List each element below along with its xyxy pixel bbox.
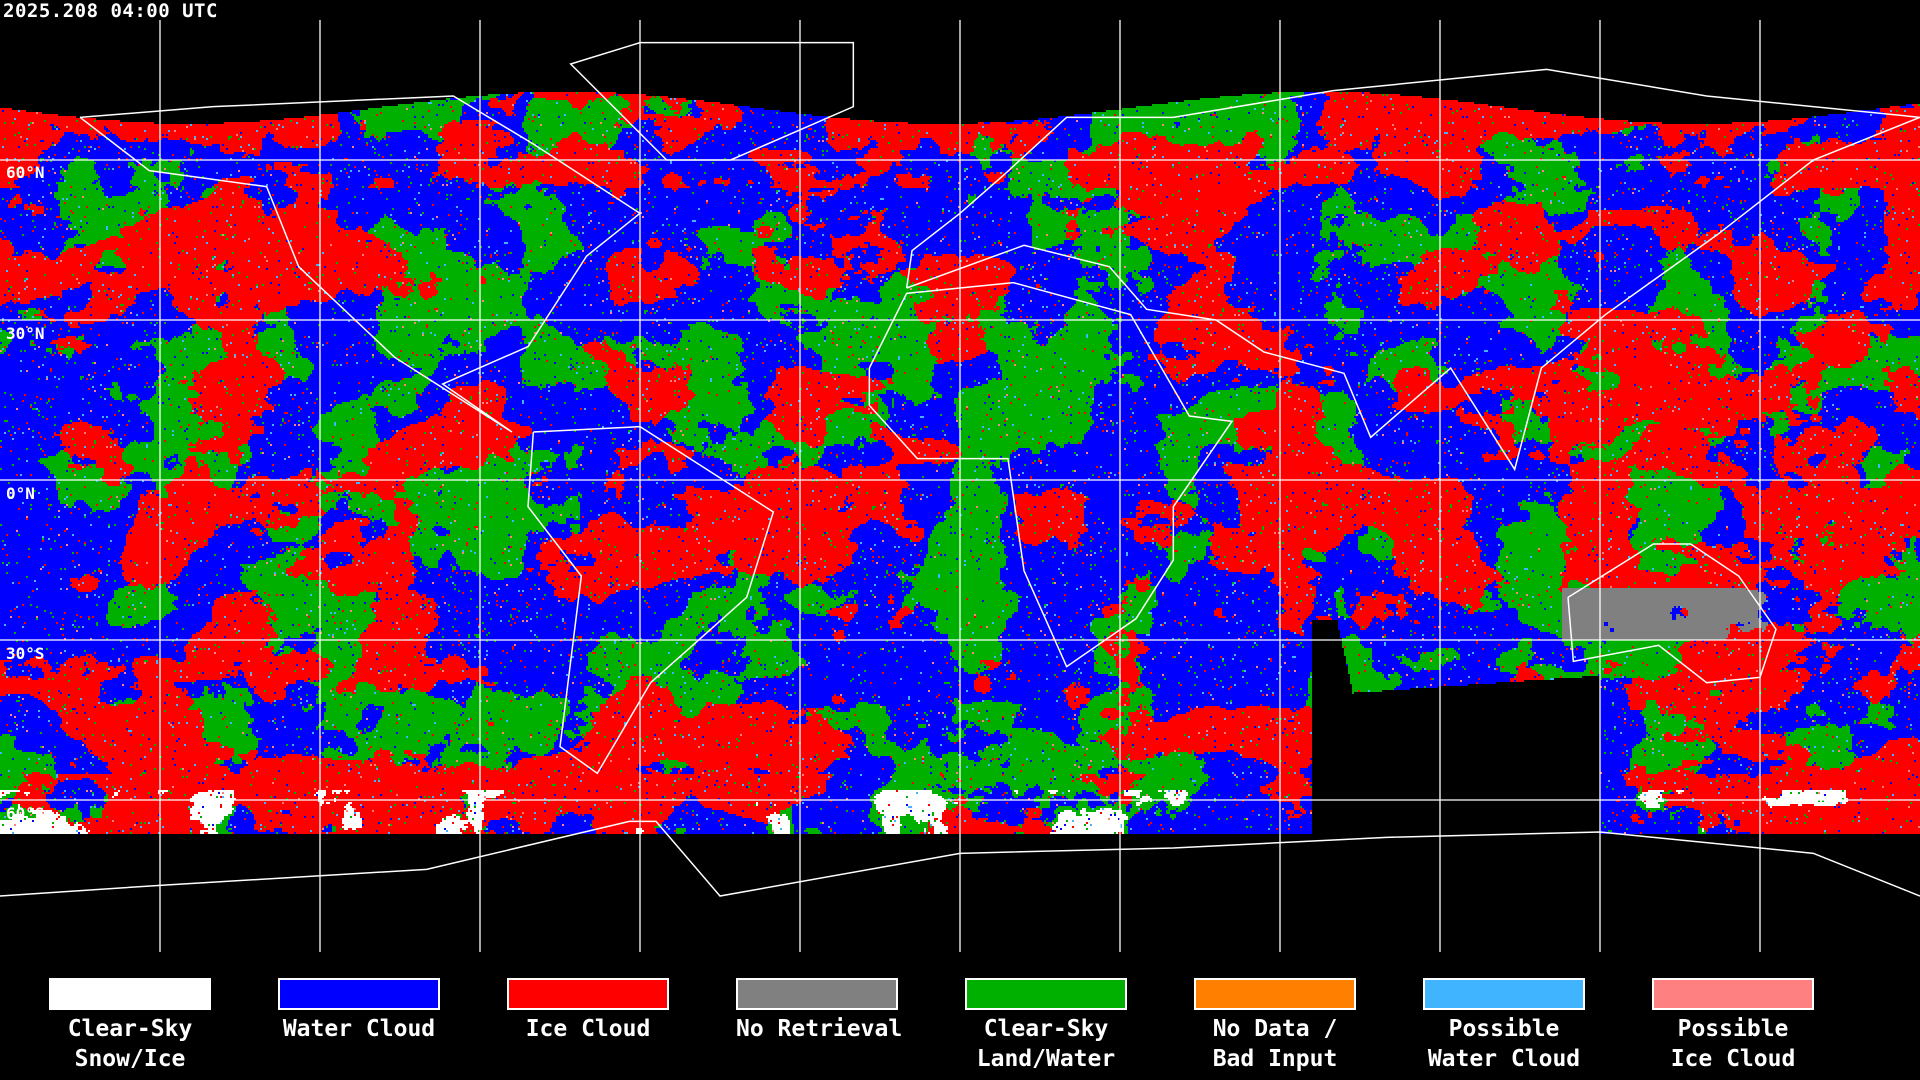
legend-swatch	[49, 978, 211, 1010]
legend-label: Possible	[1677, 1016, 1789, 1042]
coastline-africa	[868, 281, 1234, 668]
lat-label-30n: 30°N	[6, 324, 45, 343]
legend-label: Clear-Sky	[983, 1016, 1109, 1042]
legend-item-possible-water-cloud: Possible Water Cloud	[1423, 978, 1585, 1074]
legend-label: Snow/Ice	[74, 1046, 186, 1072]
coastline-north-america	[79, 95, 642, 433]
coastline-eurasia	[905, 68, 1920, 472]
legend-swatch	[1194, 978, 1356, 1010]
legend-swatch	[1423, 978, 1585, 1010]
lat-label-30s: 30°S	[6, 644, 45, 663]
legend-swatch	[278, 978, 440, 1010]
coastline-antarctica	[0, 820, 1920, 897]
legend-item-no-data-bad-input: No Data / Bad Input	[1194, 978, 1356, 1074]
legend-label: Clear-Sky	[67, 1016, 193, 1042]
legend-label: Ice Cloud	[525, 1016, 651, 1042]
legend-label: Water Cloud	[282, 1016, 436, 1042]
legend-label: Water Cloud	[1427, 1046, 1581, 1072]
legend-item-water-cloud: Water Cloud	[278, 978, 440, 1044]
lat-label-0n: 0°N	[6, 484, 35, 503]
legend-label: Land/Water	[976, 1046, 1116, 1072]
legend-label: No Data /	[1212, 1016, 1338, 1042]
map-overlay	[0, 20, 1920, 952]
legend-swatch	[1652, 978, 1814, 1010]
lat-label-60s: 60°S	[6, 804, 45, 823]
legend-swatch	[965, 978, 1127, 1010]
coastline-south-america	[527, 425, 775, 775]
legend-item-possible-ice-cloud: Possible Ice Cloud	[1652, 978, 1814, 1074]
legend-item-clear-sky-land-water: Clear-Sky Land/Water	[965, 978, 1127, 1074]
legend-label: Possible	[1448, 1016, 1560, 1042]
timestamp-title: 2025.208 04:00 UTC	[3, 0, 218, 22]
legend-label: No Retrieval	[736, 1016, 903, 1042]
legend-item-no-retrieval: No Retrieval	[736, 978, 903, 1044]
legend-item-clear-sky-snow-ice: Clear-Sky Snow/Ice	[49, 978, 211, 1074]
legend-label: Ice Cloud	[1670, 1046, 1796, 1072]
legend-item-ice-cloud: Ice Cloud	[507, 978, 669, 1044]
coastline-australia	[1567, 543, 1777, 684]
legend-swatch	[507, 978, 669, 1010]
lat-label-60n: 60°N	[6, 163, 45, 182]
coastline-greenland	[569, 41, 855, 161]
legend-swatch	[736, 978, 898, 1010]
legend-label: Bad Input	[1212, 1046, 1338, 1072]
